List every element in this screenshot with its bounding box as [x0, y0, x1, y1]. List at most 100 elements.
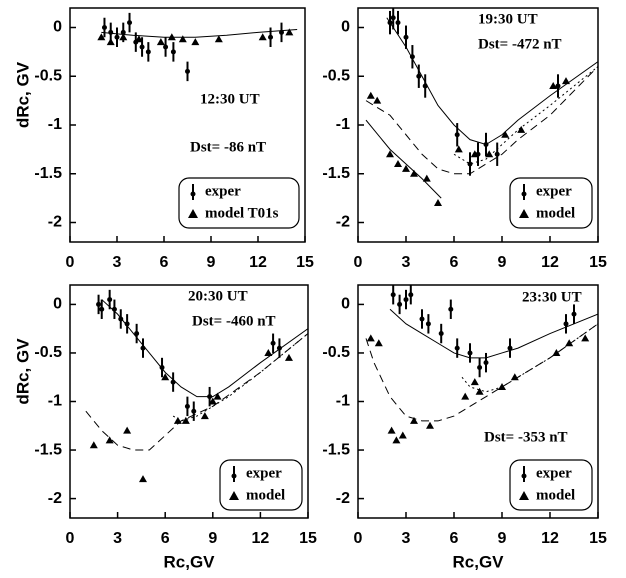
y-tick-label: -2 [48, 490, 62, 507]
model-point [394, 160, 402, 167]
y-tick-label: -1.5 [322, 441, 350, 458]
model-point [422, 174, 431, 182]
model-point [410, 169, 418, 177]
exper-point [99, 306, 105, 312]
exper-point [419, 316, 425, 322]
y-tick-label: 0 [341, 296, 350, 313]
legend-box [178, 177, 300, 229]
x-tick-label: 15 [296, 254, 314, 271]
model-point [284, 353, 293, 361]
model-point [470, 378, 479, 386]
legend-label: model [246, 487, 285, 503]
exper-point [507, 345, 513, 351]
exper-point [96, 301, 102, 307]
fit-curve [386, 17, 598, 146]
exper-point [134, 331, 140, 337]
legend-swatch [521, 191, 527, 197]
model-point [97, 33, 106, 41]
annotation: Dst= -472 nT [478, 36, 562, 52]
model-point [398, 431, 407, 439]
exper-point [477, 365, 483, 371]
y-tick-label: -1.5 [34, 165, 62, 182]
x-tick-label: 0 [354, 254, 363, 271]
model-point [410, 416, 418, 424]
model-point [373, 96, 382, 104]
model-point [191, 38, 200, 46]
fit-curve [101, 28, 298, 38]
x-axis-label: Rc,GV [163, 552, 215, 571]
model-point [89, 441, 98, 449]
exper-point [563, 321, 569, 327]
model-point [434, 199, 442, 206]
model-point [402, 164, 410, 172]
exper-point [114, 34, 120, 40]
model-point [264, 348, 273, 356]
exper-point [268, 34, 274, 40]
legend-box [509, 459, 593, 511]
exper-point [483, 360, 489, 366]
plot-area [97, 12, 298, 82]
x-tick-label: 0 [66, 530, 75, 547]
exper-point [448, 306, 454, 312]
model-point [475, 387, 484, 395]
exper-point [124, 321, 130, 327]
annotation: Dst= -86 nT [190, 139, 266, 155]
annotation: 19:30 UT [478, 11, 538, 27]
model-point [485, 150, 494, 158]
model-point [581, 334, 590, 342]
legend-label: model [536, 205, 575, 221]
legend-label: model T01s [205, 205, 279, 221]
y-tick-label: -0.5 [322, 344, 350, 361]
annotation: 12:30 UT [200, 91, 260, 107]
y-axis-label: dRc, GV [13, 338, 32, 405]
exper-point [390, 292, 396, 298]
legend-swatch [519, 209, 529, 218]
exper-point [454, 132, 460, 138]
y-tick-label: -1 [336, 116, 350, 133]
x-tick-label: 12 [541, 530, 559, 547]
x-tick-label: 9 [498, 254, 507, 271]
x-tick-label: 6 [450, 530, 459, 547]
model-point [549, 82, 558, 89]
x-tick-label: 3 [113, 254, 122, 271]
exper-point [170, 49, 176, 55]
model-point [167, 33, 176, 41]
model-point [552, 348, 561, 356]
fit-curve [453, 66, 598, 165]
y-tick-label: -1 [336, 393, 350, 410]
exper-point [207, 394, 213, 400]
exper-point [108, 29, 114, 35]
x-tick-label: 3 [402, 254, 411, 271]
plot-area [365, 285, 598, 444]
x-tick-label: 15 [589, 254, 607, 271]
legend-label: exper [536, 465, 572, 481]
annotation: Dst= -353 nT [484, 429, 568, 445]
y-tick-label: -2 [336, 490, 350, 507]
y-tick-label: -1.5 [34, 441, 62, 458]
exper-point [159, 365, 165, 371]
exper-point [454, 345, 460, 351]
model-point [562, 77, 570, 85]
fit-curve [365, 119, 442, 199]
y-tick-label: -2 [336, 214, 350, 231]
exper-point [494, 151, 500, 157]
exper-point [279, 29, 284, 35]
model-point [156, 38, 165, 46]
x-tick-label: 3 [113, 530, 122, 547]
legend-swatch [188, 209, 198, 218]
model-point [501, 130, 510, 138]
model-point [565, 339, 574, 347]
y-tick-label: -0.5 [322, 67, 350, 84]
legend-box [219, 459, 303, 511]
model-point [181, 416, 190, 424]
exper-point [571, 311, 577, 317]
exper-point [139, 44, 145, 50]
exper-point [438, 331, 444, 337]
model-point [106, 38, 115, 46]
y-tick-label: -1 [48, 393, 62, 410]
exper-point [127, 20, 133, 26]
exper-point [395, 20, 401, 26]
exper-point [408, 292, 414, 298]
y-tick-label: 0 [341, 19, 350, 36]
exper-point [397, 301, 403, 307]
